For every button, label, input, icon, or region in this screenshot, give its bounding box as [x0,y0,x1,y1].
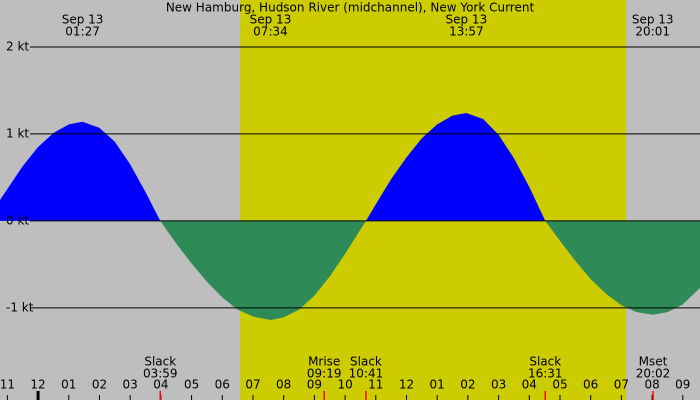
x-tick-label: 02 [460,378,475,392]
x-tick-label: 07 [245,378,260,392]
event-date: Sep 13 [250,13,292,27]
event-date: Sep 13 [446,13,488,27]
x-tick-label: 05 [184,378,199,392]
event-label: Slack [529,355,561,369]
x-tick-label: 04 [522,378,537,392]
event-date: Sep 13 [632,13,674,27]
event-label: Slack [144,355,176,369]
x-tick-label: 07 [614,378,629,392]
x-tick-label: 12 [399,378,414,392]
x-tick-label: 04 [153,378,168,392]
chart-title: New Hamburg, Hudson River (midchannel), … [166,1,535,15]
event-time: 13:57 [449,25,484,39]
event-time: 07:34 [253,25,288,39]
y-tick-label: -1 kt [6,300,34,314]
event-label: Mrise [308,355,340,369]
event-label: Mset [639,355,668,369]
event-time: 09:19 [307,367,342,381]
x-tick-label: 11 [0,378,15,392]
x-tick-label: 01 [430,378,445,392]
x-tick-label: 01 [61,378,76,392]
x-tick-label: 05 [552,378,567,392]
event-time: 01:27 [65,25,100,39]
x-tick-label: 08 [276,378,291,392]
x-tick-label: 06 [583,378,598,392]
x-tick-label: 09 [675,378,690,392]
x-tick-label: 03 [123,378,138,392]
area-layer [0,113,700,320]
y-tick-label: 2 kt [6,39,29,53]
x-tick-label: 10 [337,378,352,392]
y-tick-label: 0 kt [6,213,29,227]
x-tick-label: 03 [491,378,506,392]
event-time: 16:31 [528,367,563,381]
x-tick-label: 11 [368,378,383,392]
x-tick-label: 09 [307,378,322,392]
ebb-area [160,220,366,320]
event-time: 20:01 [635,25,670,39]
event-time: 20:02 [636,367,671,381]
x-tick-label: 02 [92,378,107,392]
x-tick-label: 08 [644,378,659,392]
event-time: 03:59 [143,367,178,381]
event-date: Sep 13 [62,13,104,27]
x-tick-label: 06 [215,378,230,392]
x-tick-label: 12 [30,378,45,392]
flood-area [365,113,546,221]
axes-layer: 2 kt 1 kt 0 kt -1 kt 11 12 01 02 03 04 05 06 07 08 09 1… [0,13,700,400]
event-time: 10:41 [349,367,384,381]
ebb-area [545,220,700,315]
y-tick-label: 1 kt [6,126,29,140]
event-label: Slack [350,355,382,369]
flood-area [0,121,161,221]
